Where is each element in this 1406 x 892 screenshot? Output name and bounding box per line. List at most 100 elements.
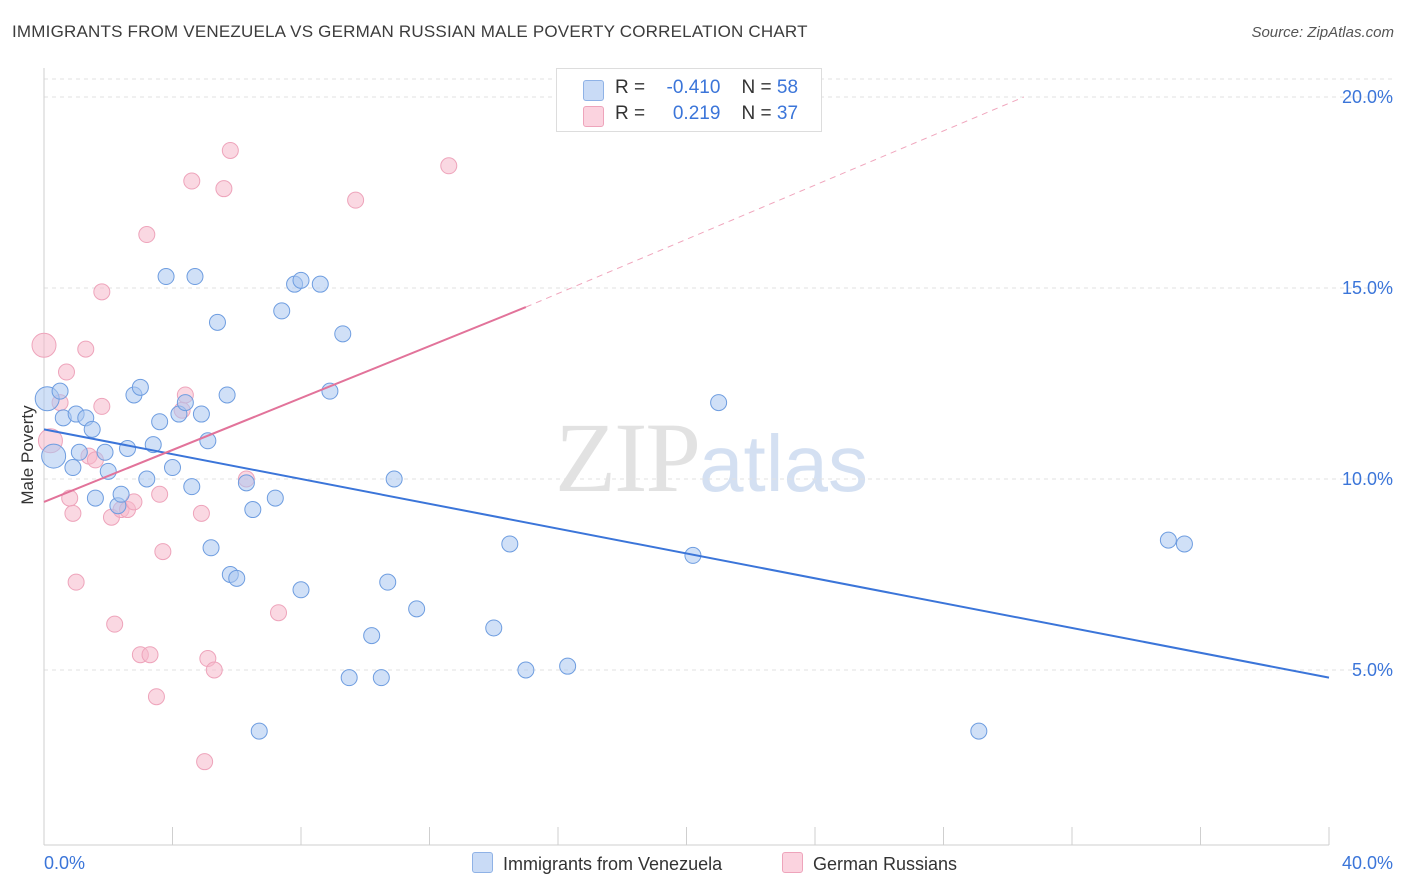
german-russians-trend-line bbox=[43, 306, 527, 503]
r-value-venezuela: -0.410 bbox=[666, 77, 721, 98]
venezuela-point bbox=[408, 600, 426, 618]
legend-stats-german-russians: R = 0.219 N = 37 bbox=[615, 103, 799, 124]
german-russians-point bbox=[31, 332, 57, 358]
german-russians-point bbox=[106, 615, 124, 633]
venezuela-point bbox=[51, 382, 69, 400]
bottom-swatch-german-russians bbox=[782, 852, 803, 873]
venezuela-point bbox=[710, 394, 728, 412]
venezuela-point bbox=[202, 539, 220, 557]
venezuela-point bbox=[157, 268, 175, 286]
german-russians-point bbox=[67, 573, 85, 591]
venezuela-point bbox=[292, 271, 310, 289]
venezuela-point bbox=[311, 275, 329, 293]
watermark: ZIPatlas bbox=[555, 400, 868, 515]
bottom-label-venezuela: Immigrants from Venezuela bbox=[503, 854, 723, 874]
venezuela-point bbox=[485, 619, 503, 637]
bottom-swatch-venezuela bbox=[472, 852, 493, 873]
venezuela-point bbox=[266, 489, 284, 507]
bottom-legend-german-russians: German Russians bbox=[782, 852, 957, 875]
venezuela-point bbox=[273, 302, 291, 320]
venezuela-point bbox=[372, 669, 390, 687]
venezuela-point bbox=[119, 439, 137, 457]
venezuela-point bbox=[1159, 531, 1177, 549]
venezuela-point bbox=[237, 474, 255, 492]
x-tick-label-min: 0.0% bbox=[44, 853, 85, 873]
german-russians-point bbox=[183, 172, 201, 190]
y-tick-label: 15.0% bbox=[1342, 278, 1393, 298]
venezuela-point bbox=[138, 470, 156, 488]
venezuela-point bbox=[501, 535, 519, 553]
venezuela-point bbox=[385, 470, 403, 488]
venezuela-point bbox=[64, 459, 82, 477]
venezuela-point bbox=[176, 394, 194, 412]
n-value-german-russians: 37 bbox=[776, 103, 799, 124]
watermark-zip: ZIP bbox=[555, 402, 701, 513]
watermark-atlas: atlas bbox=[699, 419, 868, 508]
venezuela-point bbox=[250, 722, 268, 740]
chart-title: IMMIGRANTS FROM VENEZUELA VS GERMAN RUSS… bbox=[12, 22, 808, 41]
venezuela-point bbox=[218, 386, 236, 404]
correlation-legend: R = -0.410 N = 58 R = 0.219 N = 37 bbox=[556, 68, 822, 132]
german-russians-point bbox=[64, 504, 82, 522]
bottom-legend-venezuela: Immigrants from Venezuela bbox=[472, 852, 722, 875]
venezuela-point bbox=[41, 443, 67, 469]
venezuela-point bbox=[208, 313, 226, 331]
n-value-venezuela: 58 bbox=[776, 77, 799, 98]
german-russians-point bbox=[270, 604, 288, 622]
source-credit: Source: ZipAtlas.com bbox=[1251, 24, 1394, 41]
venezuela-point bbox=[96, 443, 114, 461]
german-russians-point bbox=[125, 493, 143, 511]
german-russians-point bbox=[93, 283, 111, 301]
german-russians-point bbox=[147, 688, 165, 706]
r-value-german-russians: 0.219 bbox=[672, 103, 721, 124]
german-russians-point bbox=[215, 180, 233, 198]
german-russians-point bbox=[154, 543, 172, 561]
venezuela-point bbox=[970, 722, 988, 740]
venezuela-point bbox=[131, 378, 149, 396]
german-russians-point bbox=[205, 661, 223, 679]
venezuela-point bbox=[112, 485, 130, 503]
venezuela-point bbox=[186, 268, 204, 286]
y-axis-label: Male Poverty bbox=[18, 405, 37, 505]
legend-stats-venezuela: R = -0.410 N = 58 bbox=[615, 77, 799, 98]
venezuela-point bbox=[363, 627, 381, 645]
venezuela-point bbox=[86, 489, 104, 507]
y-tick-label: 10.0% bbox=[1342, 469, 1393, 489]
german-russians-point bbox=[196, 753, 214, 771]
german-russians-point bbox=[440, 157, 458, 175]
venezuela-point bbox=[183, 478, 201, 496]
german-russians-point bbox=[151, 485, 169, 503]
venezuela-point bbox=[83, 420, 101, 438]
venezuela-point bbox=[192, 405, 210, 423]
venezuela-point bbox=[334, 325, 352, 343]
german-russians-point bbox=[141, 646, 159, 664]
venezuela-point bbox=[228, 569, 246, 587]
german-russians-point bbox=[192, 504, 210, 522]
venezuela-point bbox=[517, 661, 535, 679]
german-russians-point bbox=[57, 363, 75, 381]
german-russians-point bbox=[93, 397, 111, 415]
y-tick-label: 5.0% bbox=[1352, 660, 1393, 680]
venezuela-point bbox=[559, 657, 577, 675]
german-russians-point bbox=[221, 141, 239, 159]
legend-swatch-venezuela bbox=[583, 80, 604, 101]
venezuela-point bbox=[70, 443, 88, 461]
venezuela-point bbox=[164, 459, 181, 477]
venezuela-point bbox=[1175, 535, 1193, 553]
german-russians-point bbox=[77, 340, 95, 358]
venezuela-point bbox=[379, 573, 397, 591]
venezuela-point bbox=[151, 413, 169, 431]
venezuela-trend-line bbox=[43, 428, 1330, 679]
venezuela-point bbox=[144, 436, 162, 454]
venezuela-point bbox=[292, 581, 310, 599]
german-russians-trend-extension bbox=[525, 96, 1025, 308]
venezuela-point bbox=[244, 501, 262, 519]
legend-swatch-german-russians bbox=[583, 106, 604, 127]
german-russians-point bbox=[347, 191, 365, 209]
x-tick-label-max: 40.0% bbox=[1342, 853, 1393, 873]
y-tick-label: 20.0% bbox=[1342, 87, 1393, 107]
bottom-label-german-russians: German Russians bbox=[813, 854, 958, 874]
venezuela-point bbox=[340, 669, 358, 687]
german-russians-point bbox=[138, 226, 156, 244]
